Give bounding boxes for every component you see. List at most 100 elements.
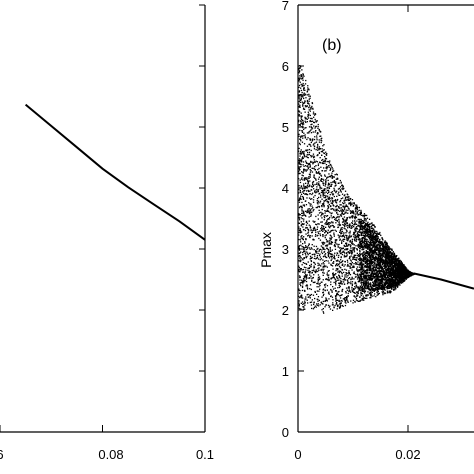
scatter-point	[300, 224, 302, 226]
scatter-point	[375, 288, 377, 291]
scatter-point-core	[363, 278, 365, 280]
scatter-point	[321, 296, 323, 298]
scatter-point	[366, 281, 368, 283]
scatter-point	[302, 175, 304, 177]
scatter-point	[348, 226, 351, 229]
scatter-point	[299, 81, 301, 83]
scatter-point	[300, 185, 303, 188]
scatter-point	[318, 299, 320, 302]
scatter-point	[360, 259, 362, 262]
scatter-point	[307, 116, 309, 118]
scatter-point	[316, 206, 318, 209]
scatter-point	[311, 271, 313, 274]
scatter-point	[313, 196, 315, 198]
scatter-point	[342, 223, 344, 226]
scatter-point	[307, 235, 309, 237]
scatter-point	[348, 237, 350, 239]
scatter-point	[377, 284, 379, 286]
scatter-point	[308, 216, 310, 218]
scatter-point	[390, 268, 392, 270]
scatter-point	[335, 273, 337, 275]
scatter-point-core	[400, 279, 403, 281]
scatter-point	[386, 246, 388, 248]
scatter-point	[368, 287, 370, 289]
scatter-point	[300, 231, 303, 233]
scatter-point	[345, 199, 347, 201]
scatter-point	[307, 254, 309, 256]
scatter-point	[317, 262, 319, 264]
scatter-point	[374, 240, 377, 242]
scatter-point	[344, 304, 347, 307]
scatter-point	[349, 267, 352, 269]
scatter-point	[303, 132, 305, 134]
scatter-point	[320, 194, 322, 196]
scatter-point	[301, 279, 303, 281]
scatter-point	[370, 293, 373, 295]
scatter-point-core	[400, 263, 403, 265]
scatter-point	[318, 146, 321, 148]
scatter-point	[360, 263, 362, 265]
scatter-point	[298, 295, 300, 298]
scatter-point	[305, 248, 307, 251]
scatter-point	[349, 274, 352, 276]
scatter-point	[318, 176, 320, 178]
scatter-point	[322, 162, 324, 164]
scatter-point	[340, 278, 342, 280]
scatter-point	[347, 238, 349, 240]
scatter-point	[346, 272, 348, 274]
scatter-point	[299, 99, 301, 101]
scatter-point	[307, 151, 309, 154]
scatter-point	[315, 271, 317, 273]
scatter-point	[373, 290, 376, 292]
scatter-point	[316, 182, 318, 184]
scatter-point	[338, 207, 340, 209]
scatter-point-core	[371, 285, 374, 287]
scatter-point	[364, 271, 366, 273]
scatter-point	[311, 120, 314, 122]
scatter-point-core	[392, 265, 394, 267]
scatter-point	[361, 259, 363, 261]
scatter-point-core	[395, 274, 398, 277]
scatter-point	[319, 264, 321, 266]
scatter-point	[382, 287, 384, 289]
scatter-point	[350, 247, 352, 249]
scatter-point	[330, 181, 332, 184]
scatter-point	[320, 258, 322, 260]
scatter-point	[320, 179, 322, 182]
scatter-point	[304, 246, 306, 249]
scatter-point	[305, 277, 308, 279]
scatter-point	[358, 243, 360, 245]
scatter-point	[359, 280, 361, 283]
scatter-point	[354, 218, 356, 220]
scatter-point	[298, 245, 300, 248]
scatter-point	[303, 250, 306, 252]
scatter-point-core	[381, 254, 383, 257]
scatter-point	[305, 224, 308, 226]
scatter-point-core	[382, 275, 384, 277]
scatter-point	[347, 239, 349, 241]
scatter-point	[303, 205, 306, 207]
scatter-point	[345, 232, 347, 234]
scatter-point	[379, 244, 381, 246]
scatter-point	[382, 289, 384, 291]
scatter-point	[322, 256, 325, 258]
scatter-point	[317, 278, 319, 280]
scatter-point-core	[375, 251, 377, 254]
scatter-point	[313, 208, 315, 211]
scatter-point	[298, 124, 300, 126]
scatter-point	[328, 293, 330, 295]
scatter-point	[353, 238, 355, 241]
scatter-point	[354, 223, 356, 226]
scatter-point-core	[393, 256, 396, 258]
scatter-point	[325, 230, 327, 233]
scatter-point	[346, 239, 348, 241]
scatter-point	[320, 227, 322, 230]
scatter-point	[405, 278, 407, 280]
scatter-point	[332, 276, 334, 279]
scatter-point	[353, 292, 356, 294]
scatter-point	[358, 209, 360, 211]
scatter-point	[357, 235, 359, 237]
scatter-point	[325, 230, 327, 232]
scatter-point	[331, 243, 333, 245]
scatter-point	[332, 176, 334, 178]
